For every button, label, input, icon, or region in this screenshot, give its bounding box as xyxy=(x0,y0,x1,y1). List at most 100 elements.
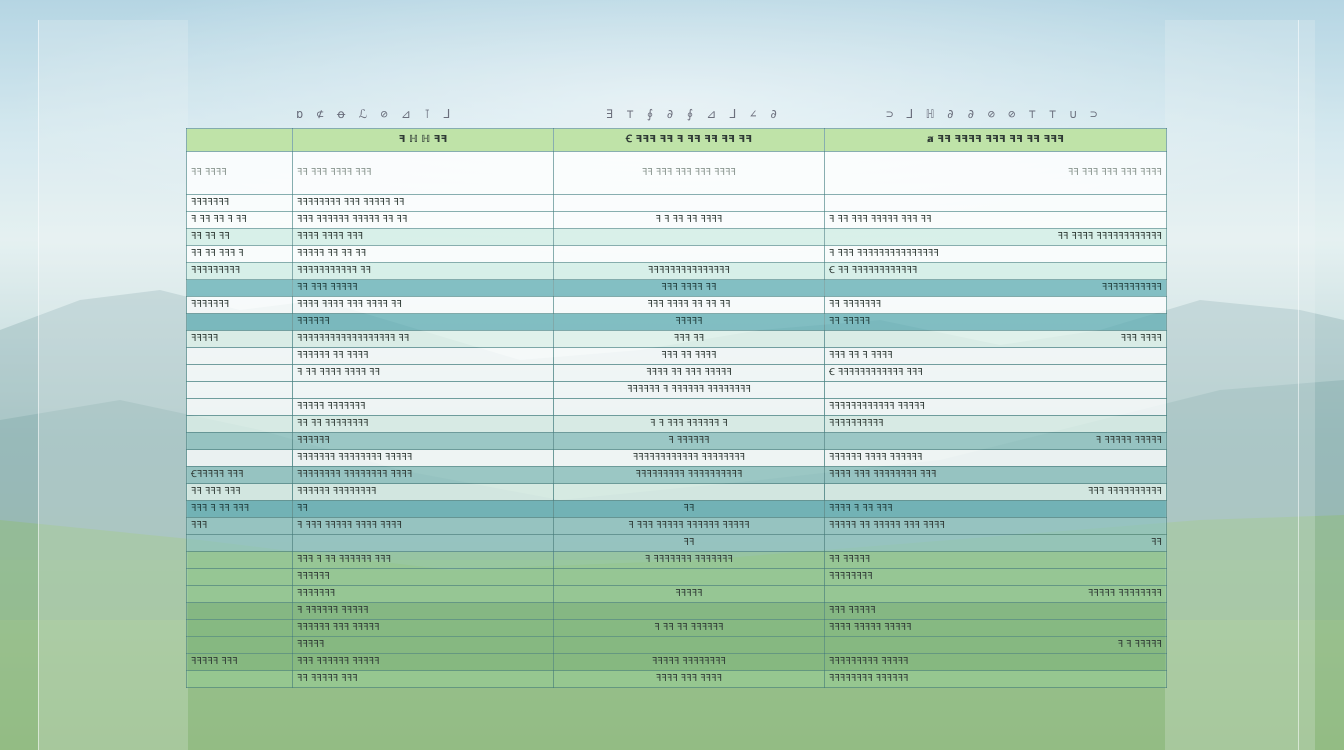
table-cell: ꟻ ꟻ ꟻꟻꟻ ꟻꟻꟻꟻꟻꟻ ꟻ xyxy=(553,415,825,433)
table-cell: ꟻꟻꟻ ꟻ ꟻꟻ ꟻꟻꟻ xyxy=(186,500,293,518)
table-cell xyxy=(824,194,1167,212)
table-cell: ꟻ ꟻꟻꟻ ꟻꟻꟻꟻꟻ ꟻꟻꟻꟻ ꟻꟻꟻꟻ xyxy=(292,517,554,535)
table-cell xyxy=(186,449,293,467)
table-cell: ꟻꟻꟻꟻꟻꟻꟻꟻ xyxy=(824,568,1167,586)
table-row: ꟻꟻꟻ ꟻ ꟻꟻ ꟻꟻꟻꟻꟻꟻ ꟻꟻꟻ ꟻ ꟻꟻꟻꟻꟻꟻꟻ ꟻꟻꟻꟻꟻꟻꟻ ꟻꟻ ꟻ… xyxy=(186,551,1167,569)
table-row: ꟻꟻꟻꟻꟻꟻ ꟻ ꟻꟻꟻꟻꟻꟻ ꟻ ꟻꟻꟻꟻꟻ ꟻꟻꟻꟻꟻ xyxy=(186,432,1167,450)
table-cell: ꟻꟻꟻꟻꟻ ꟻꟻ ꟻꟻ ꟻꟻ xyxy=(292,245,554,263)
table-cell: ꟻ ꟻ ꟻꟻ ꟻꟻ ꟻꟻꟻꟻ xyxy=(553,211,825,229)
table-cell xyxy=(186,636,293,654)
table-cell xyxy=(553,194,825,212)
table-cell: ꟻ ꟻꟻ ꟻꟻ ꟻꟻꟻꟻꟻꟻ xyxy=(553,619,825,637)
table-cell: ꟻꟻꟻꟻꟻꟻ ꟻꟻꟻꟻꟻꟻꟻꟻ xyxy=(292,483,554,501)
table-cell: ꟻꟻꟻꟻꟻ xyxy=(553,585,825,603)
table-cell: ꟻ ꟻꟻꟻ ꟻꟻꟻꟻꟻ ꟻꟻꟻꟻꟻꟻ ꟻꟻꟻꟻꟻ xyxy=(553,517,825,535)
table-cell xyxy=(824,381,1167,399)
table-cell xyxy=(186,347,293,365)
table-cell: ꟻꟻꟻꟻꟻꟻ xyxy=(292,568,554,586)
table-cell: ꟻꟻꟻ ꟻꟻ ꟻ ꟻꟻꟻꟻ xyxy=(824,347,1167,365)
table-cell: ꟻꟻꟻ ꟻꟻꟻꟻ ꟻꟻ xyxy=(553,279,825,297)
table-cell: ꟻꟻ ꟻꟻꟻ ꟻꟻꟻ xyxy=(186,483,293,501)
table-cell: ꟻꟻꟻ ꟻꟻꟻꟻꟻꟻꟻꟻꟻꟻ xyxy=(824,483,1167,501)
table-row: ꟻꟻ ꟻꟻꟻ ꟻꟻꟻꟻꟻ ꟻꟻꟻ ꟻꟻꟻꟻ ꟻꟻ ꟻꟻꟻꟻꟻꟻꟻꟻꟻꟻꟻ xyxy=(186,279,1167,297)
table-cell: ꟻꟻꟻꟻꟻ ꟻꟻꟻ xyxy=(186,653,293,671)
table-row: ꟻꟻꟻ ꟻ ꟻꟻ ꟻꟻꟻ ꟻꟻ ꟻꟻ ꟻꟻꟻꟻ ꟻ ꟻꟻ ꟻꟻꟻ xyxy=(186,500,1167,518)
table-row: ꟻꟻꟻꟻꟻꟻ ꟻꟻ ꟻꟻꟻꟻ ꟻꟻꟻ ꟻꟻ ꟻꟻꟻꟻ ꟻꟻꟻ ꟻꟻ ꟻ ꟻꟻꟻꟻ xyxy=(186,347,1167,365)
table-cell xyxy=(553,228,825,246)
header-cell: Ꞓ ꟻꟻꟻ ꟻꟻ ꟻ ꟻꟻ ꟻꟻ ꟻꟻ ꟻꟻ xyxy=(553,128,825,152)
table-cell xyxy=(292,534,554,552)
table-cell xyxy=(186,415,293,433)
table-row: ꟻꟻ ꟻꟻ ꟻꟻꟻꟻꟻꟻꟻꟻ ꟻ ꟻ ꟻꟻꟻ ꟻꟻꟻꟻꟻꟻ ꟻ ꟻꟻꟻꟻꟻꟻꟻꟻꟻꟻ xyxy=(186,415,1167,433)
table-cell: ꟻꟻꟻꟻꟻ xyxy=(186,330,293,348)
table-cell xyxy=(553,245,825,263)
table-row: ꟻꟻꟻꟻꟻꟻꟻ ꟻꟻꟻꟻꟻ ꟻꟻꟻꟻꟻ ꟻꟻꟻꟻꟻꟻꟻꟻ xyxy=(186,585,1167,603)
table-cell: ꟻꟻꟻꟻꟻꟻꟻꟻꟻꟻꟻꟻꟻꟻꟻꟻꟻꟻ ꟻꟻ xyxy=(292,330,554,348)
table-cell: ꟻꟻꟻꟻꟻ xyxy=(553,313,825,331)
table-row: ꟻꟻ ꟻꟻ ꟻꟻꟻ ꟻ ꟻꟻꟻꟻꟻ ꟻꟻ ꟻꟻ ꟻꟻ ꟻ ꟻꟻꟻ ꟻꟻꟻꟻꟻꟻꟻꟻꟻ… xyxy=(186,245,1167,263)
table-cell: ꟻꟻ ꟻꟻꟻꟻ ꟻꟻꟻꟻꟻꟻꟻꟻꟻꟻꟻꟻ xyxy=(824,228,1167,246)
table-cell: ꟻꟻꟻ ꟻꟻꟻꟻꟻꟻ ꟻꟻꟻꟻꟻ xyxy=(292,653,554,671)
table-row: ꟻꟻ ꟻꟻꟻ ꟻꟻꟻ ꟻꟻꟻꟻꟻꟻ ꟻꟻꟻꟻꟻꟻꟻꟻ ꟻꟻꟻ ꟻꟻꟻꟻꟻꟻꟻꟻꟻꟻ xyxy=(186,483,1167,501)
table-cell xyxy=(186,279,293,297)
table-cell: ꟻꟻꟻꟻꟻꟻꟻꟻꟻꟻꟻꟻꟻꟻꟻ xyxy=(553,262,825,280)
table-row: ꟻꟻꟻꟻꟻꟻ ꟻ ꟻꟻꟻꟻꟻꟻ ꟻꟻꟻꟻꟻꟻꟻꟻ xyxy=(186,381,1167,399)
table-cell: ꟻꟻꟻꟻꟻꟻꟻꟻꟻ ꟻꟻꟻꟻꟻꟻꟻꟻꟻꟻ xyxy=(553,466,825,484)
table-cell: ꟻꟻꟻꟻꟻꟻ xyxy=(292,313,554,331)
table-cell: ꟻ ꟻꟻꟻꟻꟻꟻ xyxy=(553,432,825,450)
table-row: ꟻꟻꟻꟻꟻ ꟻꟻꟻꟻꟻꟻꟻꟻꟻꟻꟻꟻꟻꟻꟻꟻꟻꟻ ꟻꟻ ꟻꟻꟻ ꟻꟻ ꟻꟻꟻ ꟻꟻꟻꟻ xyxy=(186,330,1167,348)
header-cell-blank xyxy=(186,128,293,152)
table-row: Ꞓꟻꟻꟻꟻꟻ ꟻꟻꟻ ꟻꟻꟻꟻꟻꟻꟻꟻ ꟻꟻꟻꟻꟻꟻꟻꟻ ꟻꟻꟻꟻ ꟻꟻꟻꟻꟻꟻꟻꟻ… xyxy=(186,466,1167,484)
table-cell: ꟻꟻꟻꟻꟻ ꟻꟻ ꟻꟻꟻꟻꟻ ꟻꟻꟻ ꟻꟻꟻꟻ xyxy=(824,517,1167,535)
table-cell xyxy=(553,568,825,586)
table-cell: ꟻꟻꟻꟻꟻꟻꟻꟻꟻꟻ xyxy=(824,415,1167,433)
table-cell: ꟻꟻꟻꟻꟻ ꟻꟻꟻꟻꟻꟻꟻꟻ xyxy=(824,585,1167,603)
table-cell: ꟻꟻꟻꟻ ꟻꟻꟻꟻ ꟻꟻꟻ ꟻꟻꟻꟻ ꟻꟻ xyxy=(292,296,554,314)
table-row: ꟻꟻꟻꟻꟻꟻꟻ ꟻꟻꟻꟻꟻꟻꟻꟻ ꟻꟻꟻꟻꟻ ꟻꟻꟻꟻꟻꟻꟻꟻꟻꟻꟻꟻ ꟻꟻꟻꟻꟻ… xyxy=(186,449,1167,467)
table-cell: ꟻꟻ ꟻꟻꟻ ꟻꟻꟻ ꟻꟻꟻ ꟻꟻꟻꟻ xyxy=(553,151,825,195)
header-cell: ꟻ ℍ ℍ ꟻꟻ xyxy=(292,128,554,152)
table-row: ꟻꟻꟻꟻꟻꟻ ꟻꟻꟻꟻꟻꟻꟻꟻ xyxy=(186,568,1167,586)
table-cell: ꟻꟻꟻꟻꟻꟻꟻꟻ ꟻꟻꟻꟻꟻꟻꟻꟻ ꟻꟻꟻꟻ xyxy=(292,466,554,484)
table-cell: ꟻꟻꟻꟻꟻꟻꟻ xyxy=(186,296,293,314)
table-cell xyxy=(186,432,293,450)
left-glass-strip xyxy=(38,20,188,750)
table-cell: ꟻ ꟻꟻ ꟻꟻꟻꟻ ꟻꟻꟻꟻ ꟻꟻ xyxy=(292,364,554,382)
table-cell: ꟻꟻꟻꟻꟻꟻꟻꟻꟻꟻꟻꟻ ꟻꟻꟻꟻꟻꟻꟻꟻ xyxy=(553,449,825,467)
table-row: ꟻꟻꟻꟻꟻꟻꟻꟻꟻ ꟻꟻꟻꟻꟻꟻꟻꟻꟻꟻꟻ ꟻꟻ ꟻꟻꟻꟻꟻꟻꟻꟻꟻꟻꟻꟻꟻꟻꟻ Ꞓ … xyxy=(186,262,1167,280)
table-cell: ꟻꟻꟻ ꟻꟻ xyxy=(553,330,825,348)
table-cell: ꟻꟻ ꟻꟻ ꟻꟻꟻ ꟻ xyxy=(186,245,293,263)
table-cell xyxy=(186,313,293,331)
table-cell xyxy=(186,398,293,416)
table-cell: ꟻꟻ xyxy=(824,534,1167,552)
table-cell: ꟻꟻ ꟻꟻꟻꟻ xyxy=(186,151,293,195)
table-cell: ꟻꟻꟻꟻꟻ ꟻꟻꟻꟻꟻꟻꟻ xyxy=(292,398,554,416)
table-cell: ꟻꟻꟻꟻꟻ ꟻꟻꟻꟻꟻꟻꟻꟻ xyxy=(553,653,825,671)
table-row: ꟻꟻ ꟻꟻ xyxy=(186,534,1167,552)
table-cell xyxy=(553,602,825,620)
table-row: ꟻꟻꟻꟻꟻ ꟻ ꟻ ꟻꟻꟻꟻꟻ xyxy=(186,636,1167,654)
table-cell: ꟻ ꟻꟻꟻꟻꟻꟻ ꟻꟻꟻꟻꟻ xyxy=(292,602,554,620)
table-cell xyxy=(186,364,293,382)
table-cell: ꟻꟻ ꟻꟻꟻ ꟻꟻꟻꟻꟻ xyxy=(292,279,554,297)
table-cell xyxy=(186,585,293,603)
table-cell: ꟻ ꟻꟻꟻ ꟻꟻꟻꟻꟻꟻꟻꟻꟻꟻꟻꟻꟻꟻꟻ xyxy=(824,245,1167,263)
table-row: ꟻꟻꟻꟻꟻ ꟻꟻꟻ ꟻꟻꟻ ꟻꟻꟻꟻꟻꟻ ꟻꟻꟻꟻꟻ ꟻꟻꟻꟻꟻ ꟻꟻꟻꟻꟻꟻꟻꟻ ꟻ… xyxy=(186,653,1167,671)
table-cell xyxy=(186,602,293,620)
table-row: ꟻ ꟻꟻ ꟻꟻ ꟻ ꟻꟻ ꟻꟻꟻ ꟻꟻꟻꟻꟻꟻ ꟻꟻꟻꟻꟻ ꟻꟻ ꟻꟻ ꟻ ꟻ ꟻꟻ… xyxy=(186,211,1167,229)
table-cell: ꟻꟻꟻꟻꟻꟻꟻꟻꟻ ꟻꟻꟻꟻꟻ xyxy=(824,653,1167,671)
table-cell: ꟻꟻꟻ ꟻꟻꟻꟻ ꟻꟻ ꟻꟻ ꟻꟻ xyxy=(553,296,825,314)
table-cell xyxy=(186,568,293,586)
right-glass-strip xyxy=(1165,20,1315,750)
table-row: ꟻꟻꟻꟻꟻꟻꟻ ꟻꟻꟻꟻꟻꟻꟻꟻ ꟻꟻꟻ ꟻꟻꟻꟻꟻ ꟻꟻ xyxy=(186,194,1167,212)
table-cell: ꟻ ꟻꟻꟻꟻꟻꟻꟻ ꟻꟻꟻꟻꟻꟻꟻ xyxy=(553,551,825,569)
header-label-1: ɒ ⊄ ꝋ ℒ ⊘ ⊿ ⊺ ⅃ xyxy=(296,107,454,121)
table-cell: ꟻꟻꟻꟻꟻꟻꟻꟻꟻ xyxy=(186,262,293,280)
table-cell xyxy=(186,381,293,399)
table-cell: ꟻꟻꟻꟻꟻꟻ ꟻꟻꟻꟻ ꟻꟻꟻꟻꟻꟻ xyxy=(824,449,1167,467)
table-cell xyxy=(553,636,825,654)
table-cell: ꟻꟻꟻꟻꟻꟻꟻ xyxy=(292,585,554,603)
table-cell: ꟻꟻꟻꟻꟻꟻ ꟻꟻ ꟻꟻꟻꟻ xyxy=(292,347,554,365)
table-cell: ꟻꟻ ꟻꟻꟻꟻꟻ ꟻꟻꟻ xyxy=(292,670,554,688)
table-cell: ꟻꟻꟻꟻꟻꟻ ꟻ ꟻꟻꟻꟻꟻꟻ ꟻꟻꟻꟻꟻꟻꟻꟻ xyxy=(553,381,825,399)
